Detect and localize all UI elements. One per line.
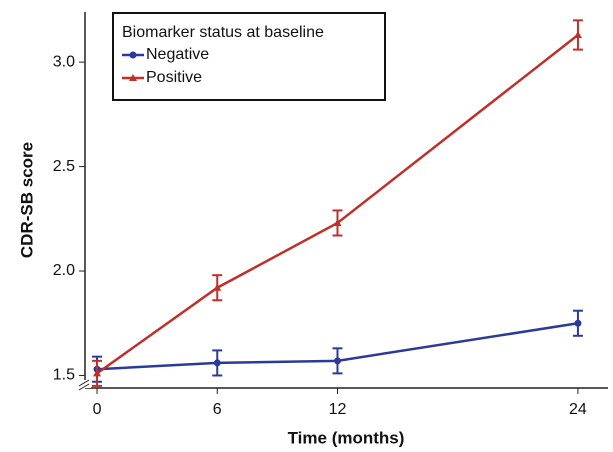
legend-marker	[129, 51, 137, 59]
legend-label: Negative	[146, 46, 209, 63]
y-axis-title: CDR-SB score	[17, 142, 36, 258]
legend-marker	[129, 74, 137, 81]
data-point	[573, 30, 582, 38]
data-point	[333, 218, 342, 226]
axis-break	[78, 383, 90, 391]
series-line	[96, 322, 579, 371]
axis-break-gap	[79, 380, 91, 388]
y-tick-label: 2.0	[53, 262, 75, 279]
data-point	[333, 357, 341, 365]
data-point	[93, 369, 102, 377]
x-axis-title: Time (months)	[288, 428, 405, 447]
x-tick-label: 6	[213, 401, 222, 418]
y-tick-label: 2.5	[53, 158, 75, 175]
y-tick-label: 3.0	[53, 53, 75, 70]
data-point	[213, 283, 222, 291]
legend-title: Biomarker status at baseline	[122, 24, 324, 41]
legend-label: Positive	[146, 69, 202, 86]
x-tick-label: 12	[329, 401, 347, 418]
series-line	[96, 33, 579, 375]
data-point	[574, 319, 582, 327]
x-tick-label: 0	[93, 401, 102, 418]
y-tick-label: 1.5	[53, 367, 75, 384]
legend-box	[112, 12, 386, 101]
data-point	[213, 359, 221, 367]
x-tick-label: 24	[569, 401, 587, 418]
axis-break	[78, 379, 90, 387]
